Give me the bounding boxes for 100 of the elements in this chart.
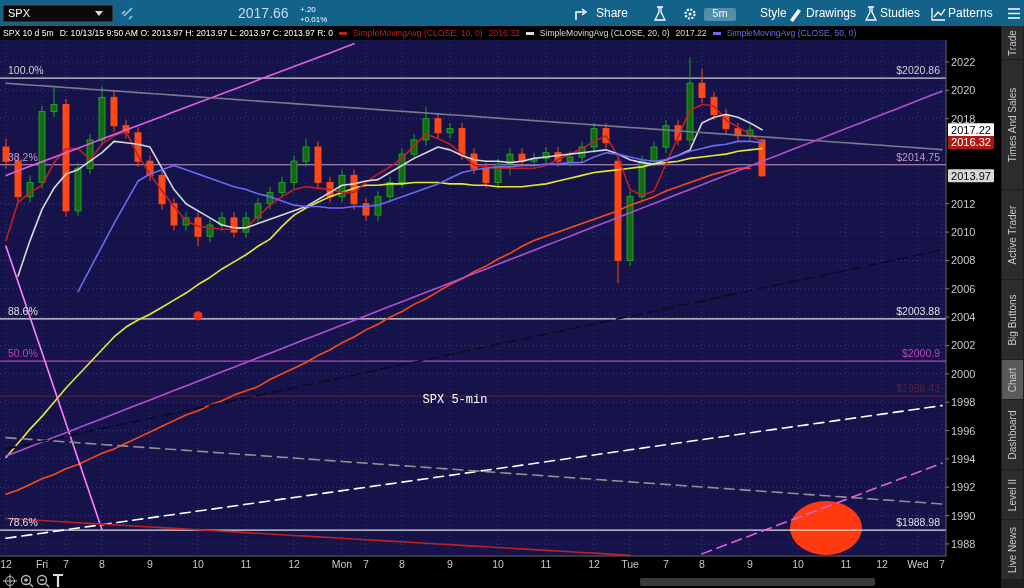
y-tick-label: 2022 (951, 55, 976, 68)
y-tick-label: 2010 (951, 226, 976, 239)
text: Share (596, 6, 629, 20)
line-series (5, 517, 631, 556)
y-tick-label: 1994 (951, 452, 976, 465)
line-series (5, 245, 103, 531)
y-tick-label: 2008 (951, 254, 976, 267)
text: 2017.22 (951, 123, 991, 136)
chart-title: SPX 10 d 5m (3, 27, 54, 40)
candlestick (710, 91, 718, 121)
x-tick-label: 8 (699, 558, 706, 570)
candlestick (482, 162, 490, 189)
text: Studies (880, 6, 921, 20)
ref-line-label: $2000.9 (902, 347, 941, 360)
text: Patterns (948, 6, 993, 20)
y-tick-label: 1998 (951, 396, 976, 409)
y-tick-label: 2004 (951, 311, 976, 324)
candlestick (194, 211, 202, 247)
ref-line-label: $1998.43 (896, 382, 941, 395)
candlestick (254, 197, 262, 225)
ref-line-label: $2014.75 (896, 150, 941, 163)
line-series (5, 90, 943, 457)
x-tick-label: 12 (288, 558, 300, 570)
y-tick-label: 2012 (951, 197, 976, 210)
x-tick-label: Mon (331, 558, 353, 570)
candlestick (290, 155, 298, 189)
legend-label: SimpleMovingAvg (CLOSE, 20, 0) (539, 27, 670, 40)
y-tick-label: 2002 (951, 339, 976, 352)
candlestick (590, 122, 598, 154)
line-series (5, 436, 943, 505)
x-tick-label: 12 (588, 558, 600, 570)
x-tick-label: 9 (147, 558, 154, 570)
text: 5m (712, 7, 728, 19)
x-tick-label: 12 (876, 558, 888, 570)
y-tick-label: 1990 (951, 509, 976, 522)
x-tick-label: Wed (907, 558, 929, 570)
candlestick (26, 174, 34, 203)
text: 2017.66 (238, 5, 289, 21)
candlestick (698, 68, 706, 104)
line-series (701, 462, 943, 555)
chart-subtitle: D: 10/13/15 9:50 AM O: 2013.97 H: 2013.97 L: 2013.97 C: 2013.97 R: 0 (59, 27, 333, 40)
x-tick-label: 12 (0, 558, 12, 570)
ref-line-label: $2003.88 (896, 304, 941, 317)
x-tick-label: 8 (99, 558, 106, 570)
y-tick-label: 1992 (951, 481, 976, 494)
x-tick-label: 7 (363, 558, 370, 570)
x-tick-label: 7 (939, 558, 946, 570)
x-tick-label: 11 (240, 558, 252, 570)
candlestick (374, 190, 382, 222)
annotation: SPX 5-min (422, 393, 488, 407)
x-tick-label: 7 (663, 558, 670, 570)
ref-line-label: $2020.86 (896, 64, 941, 77)
x-tick-label: 11 (840, 558, 852, 570)
text: 2013.97 (951, 169, 991, 182)
candlestick (302, 138, 310, 168)
candlestick (278, 176, 286, 199)
candlestick (218, 211, 226, 232)
y-tick-label: 1996 (951, 424, 976, 437)
legend-label: SimpleMovingAvg (CLOSE, 50, 0) (726, 27, 857, 40)
x-tick-label: 10 (792, 558, 804, 570)
line-series (5, 147, 763, 459)
candlestick (662, 119, 670, 154)
x-tick-label: 11 (540, 558, 552, 570)
x-tick-label: 9 (747, 558, 754, 570)
y-tick-label: 2018 (951, 112, 976, 125)
y-tick-label: 1988 (951, 537, 976, 550)
y-tick-label: 2006 (951, 282, 976, 295)
line-series (5, 43, 355, 177)
candlestick (446, 122, 454, 140)
text: 2016.32 (951, 136, 991, 149)
y-tick-label: 2000 (951, 367, 976, 380)
line-series (5, 404, 943, 540)
candlestick (650, 140, 658, 168)
annotation: 50.0% (8, 347, 38, 360)
x-tick-label: 9 (447, 558, 454, 570)
x-tick-label: Tue (621, 558, 639, 570)
candlestick (518, 147, 526, 168)
candlestick (2, 138, 10, 169)
line-series (77, 140, 763, 293)
text: Drawings (806, 6, 857, 20)
candlestick (50, 86, 58, 118)
text: SPX (8, 7, 31, 19)
candlestick (434, 112, 442, 140)
x-tick-label: 10 (192, 558, 204, 570)
x-tick-label: 10 (492, 558, 504, 570)
x-tick-label: 8 (399, 558, 406, 570)
text: 2016.32 (488, 27, 520, 40)
text: +.20 (300, 5, 317, 14)
candlestick (506, 147, 514, 176)
side-tab-bar: Trade Times And Sales Active Trader Big Buttons Chart Dashboard Level II Live News (1001, 26, 1024, 588)
text: +0.01% (300, 15, 328, 24)
text: Style (760, 6, 787, 20)
legend-label: SimpleMovingAvg (CLOSE, 10, 0) (352, 27, 483, 40)
x-tick-label: Fri (35, 558, 49, 570)
ref-line-label: $1988.98 (896, 516, 941, 529)
candlestick (170, 197, 178, 232)
y-tick-label: 2020 (951, 84, 976, 97)
candlestick (422, 106, 430, 147)
annotation: 100.0% (8, 64, 44, 77)
line-series (5, 82, 943, 151)
